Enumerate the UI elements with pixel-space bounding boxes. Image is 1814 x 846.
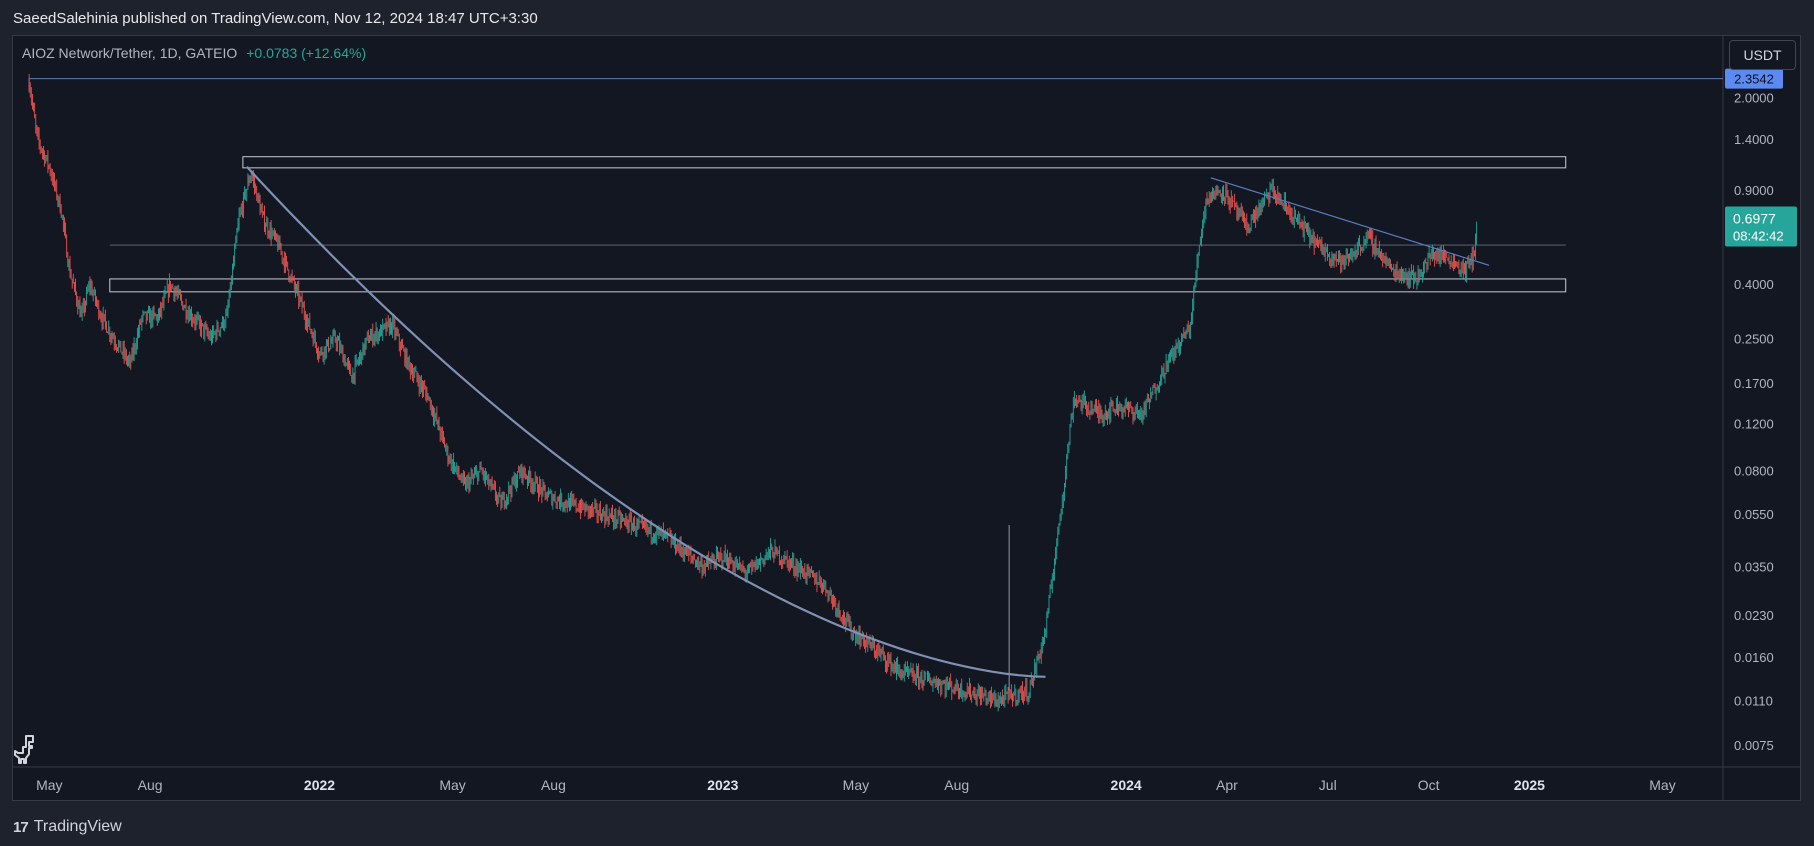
currency-button[interactable]: USDT xyxy=(1729,40,1796,70)
tradingview-logo-icon: 17 xyxy=(13,818,29,836)
publish-header: SaeedSalehinia published on TradingView.… xyxy=(0,0,1814,36)
symbol-legend: AIOZ Network/Tether, 1D, GATEIO +0.0783 … xyxy=(22,45,366,61)
price-change: +0.0783 (+12.64%) xyxy=(246,45,367,61)
publish-info-text: SaeedSalehinia published on TradingView.… xyxy=(13,9,538,27)
symbol-title[interactable]: AIOZ Network/Tether, 1D, GATEIO xyxy=(22,45,238,61)
footer-brand[interactable]: TradingView xyxy=(33,818,122,835)
dinosaur-icon[interactable] xyxy=(12,734,38,769)
chart-area[interactable] xyxy=(12,35,1801,801)
footer: 17 TradingView xyxy=(0,808,1814,846)
